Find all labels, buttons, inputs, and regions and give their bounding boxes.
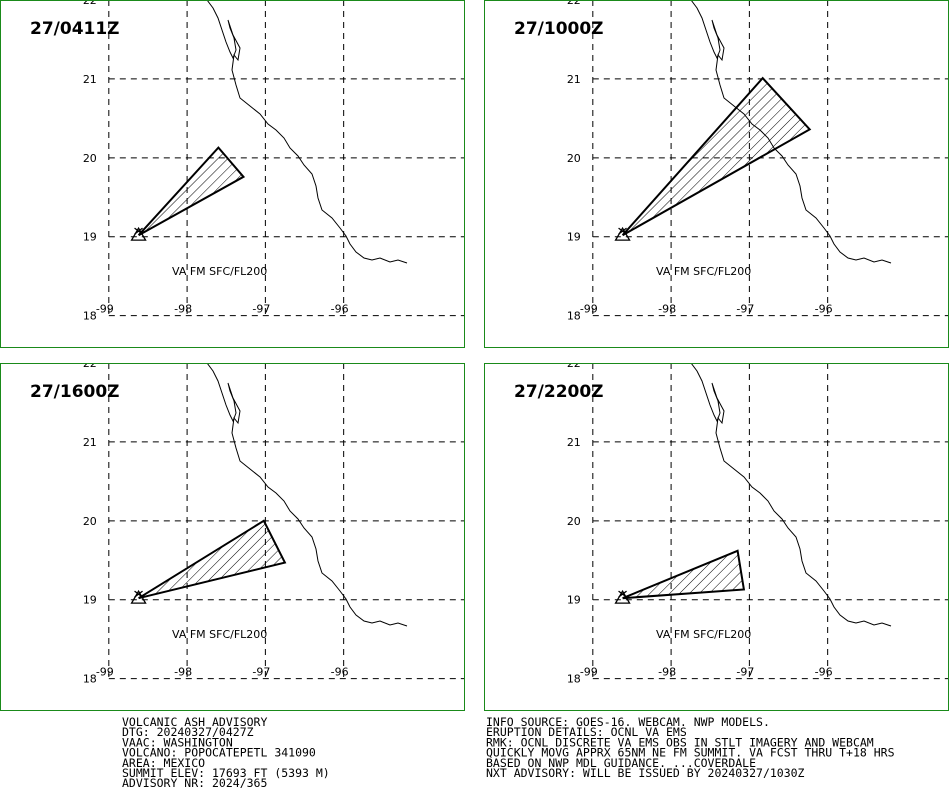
lat-tick-label: 19 xyxy=(83,594,97,607)
lon-tick-label: -97 xyxy=(252,303,270,316)
lon-tick-label: -96 xyxy=(815,303,833,316)
lon-tick-label: -96 xyxy=(815,666,833,679)
advisory-line: SUMMIT ELEV: 17693 FT (5393 M) xyxy=(122,766,330,780)
ash-polygon xyxy=(138,519,287,600)
lon-tick-label: -96 xyxy=(331,666,349,679)
lon-tick-label: -97 xyxy=(736,666,754,679)
coastline xyxy=(207,363,407,626)
lat-tick-label: 22 xyxy=(83,0,97,7)
lat-tick-label: 20 xyxy=(567,515,581,528)
ash-polygon xyxy=(137,146,246,237)
advisory-line: RMK: OCNL DISCRETE VA EMS OBS IN STLT IM… xyxy=(486,735,874,749)
panel-border xyxy=(0,363,465,711)
lat-tick-label: 21 xyxy=(83,73,97,86)
map-panel: 18 19 20 21 22 -99 -98 -97 -96 27/2200Z VA FM SFC/… xyxy=(484,357,949,711)
lat-tick-label: 20 xyxy=(567,152,581,165)
lat-tick-label: 18 xyxy=(567,310,581,323)
panel-border xyxy=(484,363,949,711)
map-panel: 18 19 20 21 22 -99 -98 -97 -96 27/1000Z VA FM SFC/… xyxy=(484,0,949,348)
lon-tick-label: -97 xyxy=(736,303,754,316)
lon-tick-label: -99 xyxy=(580,666,598,679)
lon-tick-label: -98 xyxy=(174,303,192,316)
panel-time: 27/1600Z xyxy=(30,382,120,402)
advisory-line: AREA: MEXICO xyxy=(122,756,205,770)
advisory-line: VOLCANO: POPOCATEPETL 341090 xyxy=(122,746,316,760)
lat-tick-label: 21 xyxy=(83,436,97,449)
advisory-line: BASED ON NWP MDL GUIDANCE. ...COVERDALE xyxy=(486,756,756,770)
panel-content: 18 19 20 21 22 -99 -98 -97 -96 27/2200Z VA FM SFC/… xyxy=(514,357,949,686)
lat-tick-label: 21 xyxy=(567,436,581,449)
lat-tick-label: 22 xyxy=(567,357,581,370)
volcano-marker xyxy=(130,589,147,604)
panel-border xyxy=(484,0,949,348)
panel-content: 18 19 20 21 22 -99 -98 -97 -96 27/1000Z VA FM SFC/… xyxy=(514,0,949,323)
lat-tick-label: 22 xyxy=(567,0,581,7)
lat-tick-label: 20 xyxy=(83,515,97,528)
lat-tick-label: 18 xyxy=(83,310,97,323)
panel-time: 27/2200Z xyxy=(514,382,604,402)
panel-time: 27/0411Z xyxy=(30,19,120,39)
advisory-line: ERUPTION DETAILS: OCNL VA EMS xyxy=(486,725,687,739)
lat-tick-label: 19 xyxy=(83,231,97,244)
panel-content: 18 19 20 21 22 -99 -98 -97 -96 27/0411Z VA FM SFC/… xyxy=(30,0,465,323)
lon-tick-label: -99 xyxy=(580,303,598,316)
advisory-line: INFO SOURCE: GOES-16. WEBCAM. NWP MODELS… xyxy=(486,715,770,729)
advisory-line: DTG: 20240327/0427Z xyxy=(122,725,254,739)
lon-tick-label: -96 xyxy=(331,303,349,316)
lat-tick-label: 18 xyxy=(567,673,581,686)
lat-tick-label: 19 xyxy=(567,594,581,607)
lon-tick-label: -98 xyxy=(658,303,676,316)
lat-tick-label: 20 xyxy=(83,152,97,165)
panel-time: 27/1000Z xyxy=(514,19,604,39)
layer-label: VA FM SFC/FL200 xyxy=(656,265,751,278)
layer-label: VA FM SFC/FL200 xyxy=(172,628,267,641)
panel-border xyxy=(0,0,465,348)
lon-tick-label: -99 xyxy=(96,303,114,316)
panel-content: 18 19 20 21 22 -99 -98 -97 -96 27/1600Z VA FM SFC/… xyxy=(30,357,465,686)
lat-tick-label: 21 xyxy=(567,73,581,86)
volcano-marker xyxy=(614,589,631,604)
volcano-marker xyxy=(614,226,631,241)
lat-tick-label: 19 xyxy=(567,231,581,244)
advisory-line: VAAC: WASHINGTON xyxy=(122,735,233,749)
map-panel: 18 19 20 21 22 -99 -98 -97 -96 27/1600Z VA FM SFC/… xyxy=(0,357,465,711)
map-panel: 18 19 20 21 22 -99 -98 -97 -96 27/0411Z VA FM SFC/… xyxy=(0,0,465,348)
lon-tick-label: -99 xyxy=(96,666,114,679)
lat-tick-label: 18 xyxy=(83,673,97,686)
lon-tick-label: -98 xyxy=(174,666,192,679)
coastline xyxy=(207,0,407,263)
ash-polygon xyxy=(621,76,812,237)
advisory-line: VOLCANIC ASH ADVISORY xyxy=(122,715,267,729)
layer-label: VA FM SFC/FL200 xyxy=(656,628,751,641)
ash-polygon xyxy=(622,549,746,600)
advisory-line: NXT ADVISORY: WILL BE ISSUED BY 20240327… xyxy=(486,766,805,780)
lon-tick-label: -97 xyxy=(252,666,270,679)
advisory-line: QUICKLY MOVG APPRX 65NM NE FM SUMMIT. VA… xyxy=(486,746,895,760)
lat-tick-label: 22 xyxy=(83,357,97,370)
lon-tick-label: -98 xyxy=(658,666,676,679)
volcano-marker xyxy=(130,226,147,241)
layer-label: VA FM SFC/FL200 xyxy=(172,265,267,278)
advisory-line: ADVISORY NR: 2024/365 xyxy=(122,776,267,790)
